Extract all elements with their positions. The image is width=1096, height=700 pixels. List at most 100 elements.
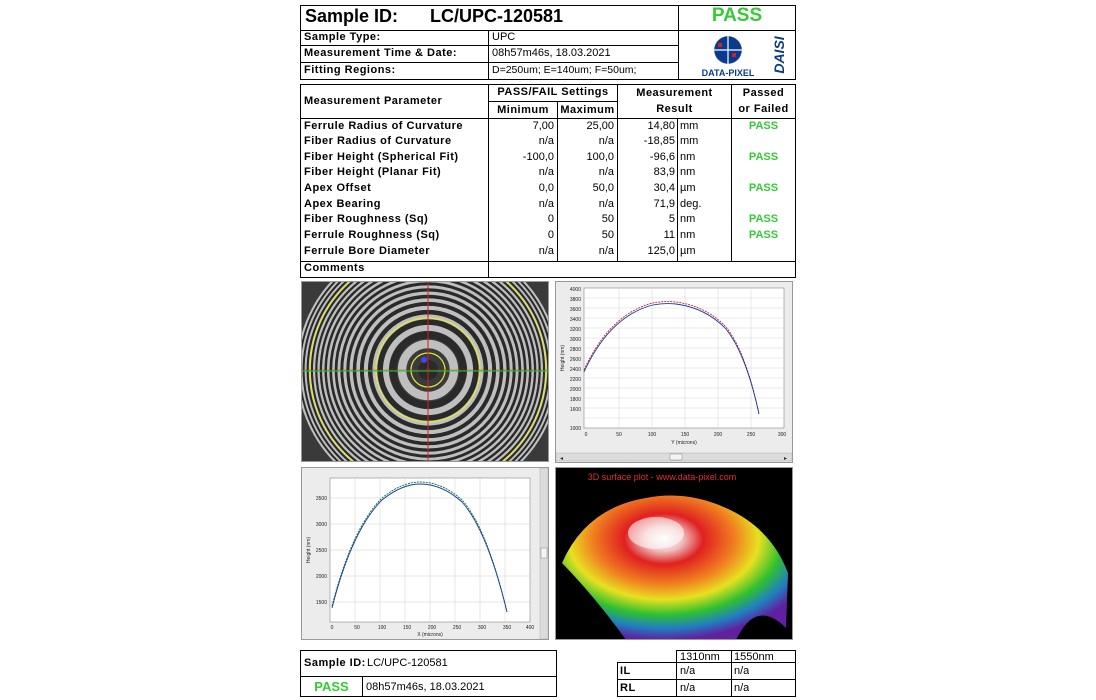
footer-status: PASS: [314, 679, 349, 694]
svg-text:3800: 3800: [570, 297, 581, 303]
row-max: 25,00: [586, 120, 614, 132]
row-result: 83,9: [653, 166, 675, 178]
sample-type-label: Sample Type:: [304, 31, 381, 43]
svg-text:250: 250: [747, 432, 756, 438]
row-max: 50: [601, 213, 614, 225]
svg-text:3200: 3200: [570, 327, 581, 333]
row-name: Ferrule Roughness (Sq): [304, 229, 440, 241]
row-name: Fiber Height (Planar Fit): [304, 166, 442, 178]
svg-text:2500: 2500: [316, 548, 327, 554]
row-result: 11: [663, 229, 675, 241]
svg-text:▸: ▸: [784, 456, 787, 462]
svg-text:3D surface plot - www.data-pix: 3D surface plot - www.data-pixel.com: [588, 472, 737, 482]
svg-text:X (microns): X (microns): [417, 632, 443, 638]
row-result: 125,0: [647, 245, 675, 257]
svg-text:DATA-PIXEL: DATA-PIXEL: [702, 68, 755, 78]
svg-text:2000: 2000: [316, 574, 327, 580]
row-result: -96,6: [649, 151, 675, 163]
overall-status: PASS: [711, 5, 763, 26]
row-unit: nm: [680, 213, 696, 225]
row-name: Ferrule Radius of Curvature: [304, 120, 463, 132]
col-pf-header-1: Passed: [742, 87, 785, 99]
row-name: Fiber Height (Spherical Fit): [304, 151, 459, 163]
svg-text:2000: 2000: [570, 387, 581, 393]
svg-text:300: 300: [778, 432, 787, 438]
svg-text:250: 250: [453, 625, 462, 631]
row-max: n/a: [598, 245, 614, 257]
rl-label: RL: [620, 682, 636, 694]
svg-text:0: 0: [585, 432, 588, 438]
footer-time: 08h57m46s, 18.03.2021: [366, 681, 485, 693]
svg-text:DAISI: DAISI: [771, 35, 787, 73]
col-1550-header: 1550nm: [734, 651, 774, 663]
col-pf-header-2: or Failed: [738, 103, 789, 115]
footer-sample-id-label: Sample ID:: [304, 657, 366, 669]
col-result-header-2: Result: [656, 103, 693, 115]
svg-text:3400: 3400: [570, 317, 581, 323]
comments-label: Comments: [304, 262, 365, 274]
sample-id-label: Sample ID:: [305, 6, 399, 26]
row-min: 0: [547, 213, 554, 225]
row-status: PASS: [748, 229, 779, 241]
svg-text:3500: 3500: [316, 496, 327, 502]
il-1310: n/a: [680, 665, 696, 677]
svg-text:50: 50: [354, 625, 360, 631]
row-status: PASS: [748, 120, 779, 132]
time-value: 08h57m46s, 18.03.2021: [492, 47, 611, 59]
svg-text:3600: 3600: [570, 307, 581, 313]
row-name: Apex Bearing: [304, 198, 381, 210]
svg-text:1800: 1800: [570, 397, 581, 403]
row-unit: mm: [680, 120, 699, 132]
svg-text:100: 100: [378, 625, 387, 631]
row-max: n/a: [598, 166, 614, 178]
il-1550: n/a: [734, 665, 750, 677]
time-label: Measurement Time & Date:: [304, 47, 458, 59]
row-result: 5: [668, 213, 675, 225]
row-result: 71,9: [653, 198, 675, 210]
data-pixel-logo: DATA-PIXEL DAISI: [680, 31, 794, 78]
row-name: Fiber Radius of Curvature: [304, 135, 452, 147]
svg-text:1500: 1500: [316, 600, 327, 606]
row-max: n/a: [598, 135, 614, 147]
svg-text:350: 350: [503, 625, 512, 631]
svg-text:200: 200: [714, 432, 723, 438]
row-result: 14,80: [647, 120, 675, 132]
row-min: 7,00: [532, 120, 554, 132]
svg-text:Height (nm): Height (nm): [306, 537, 312, 563]
row-min: -100,0: [522, 151, 554, 163]
il-label: IL: [620, 665, 631, 677]
col-max-header: Maximum: [560, 104, 615, 116]
row-status: PASS: [748, 151, 779, 163]
col-param-header: Measurement Parameter: [304, 95, 443, 107]
footer-sample-id: LC/UPC-120581: [367, 657, 448, 669]
svg-text:0: 0: [331, 625, 334, 631]
row-min: n/a: [538, 166, 554, 178]
rl-1310: n/a: [680, 682, 696, 694]
svg-text:◂: ◂: [560, 456, 563, 462]
row-min: 0,0: [538, 182, 554, 194]
svg-text:4000: 4000: [570, 287, 581, 293]
row-max: 50: [601, 229, 614, 241]
row-min: 0: [547, 229, 554, 241]
svg-text:300: 300: [478, 625, 487, 631]
row-unit: µm: [680, 245, 696, 257]
svg-text:1000: 1000: [570, 426, 581, 432]
x-profile-plot: 3500 3000 2500 2000 1500 0 50 100 150 20…: [301, 467, 549, 640]
row-unit: µm: [680, 182, 696, 194]
col-min-header: Minimum: [497, 104, 549, 116]
svg-text:Height (nm): Height (nm): [560, 345, 566, 371]
svg-text:2600: 2600: [570, 357, 581, 363]
sample-id-value: LC/UPC-120581: [430, 6, 564, 26]
row-unit: nm: [680, 151, 696, 163]
svg-text:2800: 2800: [570, 347, 581, 353]
row-min: n/a: [538, 245, 554, 257]
rl-1550: n/a: [734, 682, 750, 694]
col-result-header-1: Measurement: [636, 87, 713, 99]
svg-text:2400: 2400: [570, 367, 581, 373]
svg-text:2200: 2200: [570, 377, 581, 383]
surface-3d-plot: 3D surface plot - www.data-pixel.com: [555, 467, 793, 640]
svg-text:1600: 1600: [570, 407, 581, 413]
row-result: 30,4: [653, 182, 675, 194]
row-unit: mm: [680, 135, 699, 147]
row-status: PASS: [748, 213, 779, 225]
